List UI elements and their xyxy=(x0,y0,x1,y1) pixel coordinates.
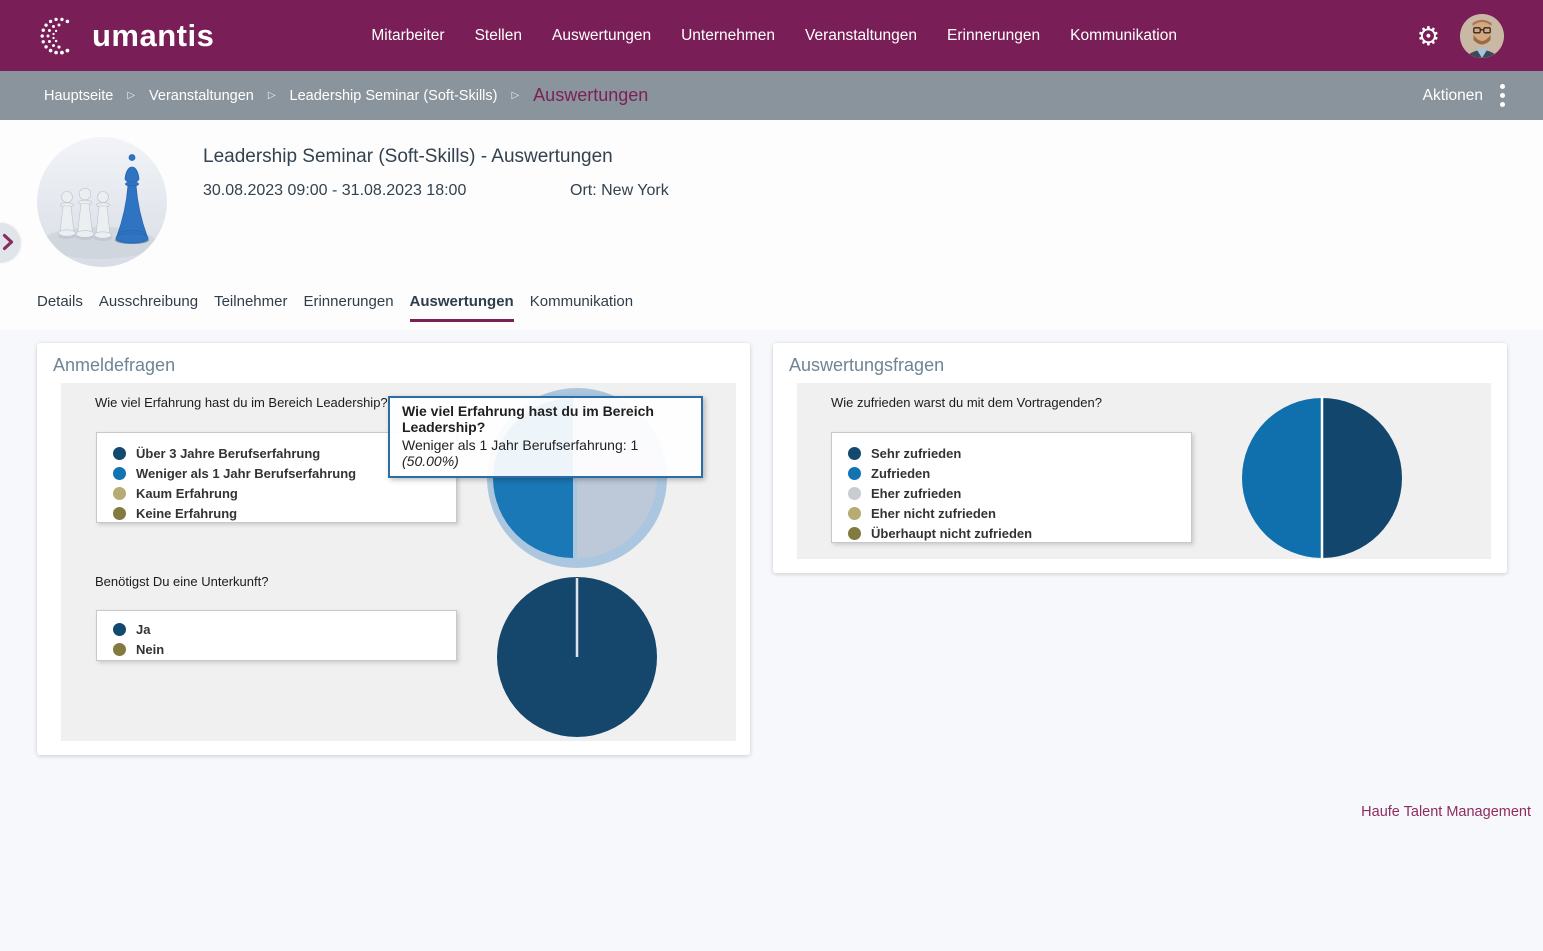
main-content: Anmeldefragen Wie viel Erfahrung hast du… xyxy=(0,330,1543,951)
sidebar-expand-toggle[interactable] xyxy=(0,223,20,261)
breadcrumb-veranstaltungen[interactable]: Veranstaltungen xyxy=(149,88,254,104)
legend-label: Ja xyxy=(136,622,150,637)
legend-dot-khaki xyxy=(113,487,126,500)
tooltip-value: Weniger als 1 Jahr Berufserfahrung: 1 (5… xyxy=(402,437,689,469)
legend-label: Eher nicht zufrieden xyxy=(871,506,996,521)
event-location: Ort: New York xyxy=(570,182,669,200)
breadcrumb-separator-icon: ▷ xyxy=(511,90,519,101)
legend-label: Überhaupt nicht zufrieden xyxy=(871,526,1032,541)
umantis-logo-icon xyxy=(38,15,80,57)
card-anmeldefragen-title: Anmeldefragen xyxy=(37,343,750,376)
legend-label: Über 3 Jahre Berufserfahrung xyxy=(136,446,320,461)
pie-zufriedenheit[interactable] xyxy=(1222,383,1422,559)
legend-dot-khaki xyxy=(848,507,861,520)
tab-erinnerungen[interactable]: Erinnerungen xyxy=(303,287,393,322)
legend-label: Zufrieden xyxy=(871,466,930,481)
legend-label: Weniger als 1 Jahr Berufserfahrung xyxy=(136,466,356,481)
legend-item: Keine Erfahrung xyxy=(113,503,456,523)
screen: umantis Mitarbeiter Stellen Auswertungen… xyxy=(0,0,1543,951)
breadcrumb-hauptseite[interactable]: Hauptseite xyxy=(44,88,113,104)
legend-dot-olive xyxy=(848,527,861,540)
question-zufriedenheit: Wie zufrieden warst du mit dem Vortragen… xyxy=(831,395,1102,410)
breadcrumb-bar: Hauptseite ▷ Veranstaltungen ▷ Leadershi… xyxy=(0,71,1543,120)
pie-slice-zufrieden[interactable] xyxy=(1242,398,1322,558)
tab-details[interactable]: Details xyxy=(37,287,83,322)
haufe-talent-management-link[interactable]: Haufe Talent Management xyxy=(1361,804,1531,820)
tab-ausschreibung[interactable]: Ausschreibung xyxy=(99,287,198,322)
nav-item-veranstaltungen[interactable]: Veranstaltungen xyxy=(805,27,917,45)
legend-label: Keine Erfahrung xyxy=(136,506,237,521)
nav-item-mitarbeiter[interactable]: Mitarbeiter xyxy=(371,27,444,45)
card-auswertungsfragen-title: Auswertungsfragen xyxy=(773,343,1507,376)
breadcrumb-separator-icon: ▷ xyxy=(127,90,135,101)
legend-item: Überhaupt nicht zufrieden xyxy=(848,523,1191,543)
legend-unterkunft: Ja Nein xyxy=(96,610,457,661)
legend-dot-navy xyxy=(848,447,861,460)
card-auswertungsfragen: Auswertungsfragen Wie zufrieden warst du… xyxy=(773,343,1507,573)
legend-zufriedenheit: Sehr zufrieden Zufrieden Eher zufrieden … xyxy=(831,432,1192,543)
question-leadership-experience: Wie viel Erfahrung hast du im Bereich Le… xyxy=(95,395,388,410)
page-title: Leadership Seminar (Soft-Skills) - Auswe… xyxy=(203,146,613,168)
tooltip-answer: Weniger als 1 Jahr Berufserfahrung: 1 xyxy=(402,437,638,453)
legend-label: Sehr zufrieden xyxy=(871,446,961,461)
legend-dot-navy xyxy=(113,623,126,636)
legend-item: Zufrieden xyxy=(848,463,1191,483)
user-avatar[interactable] xyxy=(1460,14,1504,58)
nav-item-auswertungen[interactable]: Auswertungen xyxy=(552,27,651,45)
tooltip-percent: (50.00%) xyxy=(402,453,459,469)
tab-auswertungen[interactable]: Auswertungen xyxy=(410,287,514,322)
actions-area: Aktionen xyxy=(1423,82,1507,109)
legend-item: Eher nicht zufrieden xyxy=(848,503,1191,523)
breadcrumb-current: Auswertungen xyxy=(533,85,648,106)
kebab-menu-icon[interactable] xyxy=(1498,82,1507,109)
breadcrumb-separator-icon: ▷ xyxy=(268,90,276,101)
event-datetime: 30.08.2023 09:00 - 31.08.2023 18:00 xyxy=(203,182,466,200)
legend-item: Kaum Erfahrung xyxy=(113,483,456,503)
nav-item-stellen[interactable]: Stellen xyxy=(475,27,522,45)
legend-label: Eher zufrieden xyxy=(871,486,961,501)
legend-item: Nein xyxy=(113,639,456,659)
nav-item-kommunikation[interactable]: Kommunikation xyxy=(1070,27,1177,45)
card-anmeldefragen: Anmeldefragen Wie viel Erfahrung hast du… xyxy=(37,343,750,755)
legend-label: Kaum Erfahrung xyxy=(136,486,238,501)
legend-dot-blue xyxy=(848,467,861,480)
tooltip-title: Wie viel Erfahrung hast du im Bereich Le… xyxy=(402,403,689,435)
main-nav: Mitarbeiter Stellen Auswertungen Unterne… xyxy=(371,27,1177,45)
pie-unterkunft[interactable] xyxy=(477,557,677,757)
event-image xyxy=(37,137,167,267)
event-header: Leadership Seminar (Soft-Skills) - Auswe… xyxy=(0,120,1543,287)
auswertungsfragen-panel: Wie zufrieden warst du mit dem Vortragen… xyxy=(797,383,1491,559)
legend-dot-olive xyxy=(113,643,126,656)
breadcrumb-seminar[interactable]: Leadership Seminar (Soft-Skills) xyxy=(290,88,498,104)
settings-gear-icon[interactable]: ⚙ xyxy=(1417,23,1440,49)
pie-slice-sehr-zufrieden[interactable] xyxy=(1322,398,1402,558)
legend-dot-lightgray xyxy=(848,487,861,500)
legend-dot-blue xyxy=(113,467,126,480)
topbar-right: ⚙ xyxy=(1417,14,1504,58)
nav-item-unternehmen[interactable]: Unternehmen xyxy=(681,27,775,45)
question-unterkunft: Benötigst Du eine Unterkunft? xyxy=(95,574,268,589)
nav-item-erinnerungen[interactable]: Erinnerungen xyxy=(947,27,1040,45)
brand-name: umantis xyxy=(92,18,214,54)
legend-item: Sehr zufrieden xyxy=(848,443,1191,463)
aktionen-button[interactable]: Aktionen xyxy=(1423,87,1483,105)
detail-tabs: Details Ausschreibung Teilnehmer Erinner… xyxy=(0,287,1543,330)
tab-teilnehmer[interactable]: Teilnehmer xyxy=(214,287,287,322)
top-navigation-bar: umantis Mitarbeiter Stellen Auswertungen… xyxy=(0,0,1543,71)
legend-dot-olive xyxy=(113,507,126,520)
avatar-photo xyxy=(1460,14,1504,58)
legend-label: Nein xyxy=(136,642,164,657)
legend-dot-navy xyxy=(113,447,126,460)
chess-image xyxy=(37,137,167,267)
legend-item: Ja xyxy=(113,619,456,639)
tab-kommunikation[interactable]: Kommunikation xyxy=(530,287,633,322)
chevron-right-icon xyxy=(2,233,14,251)
chart-tooltip: Wie viel Erfahrung hast du im Bereich Le… xyxy=(388,396,703,478)
umantis-logo[interactable]: umantis xyxy=(38,15,214,57)
legend-item: Eher zufrieden xyxy=(848,483,1191,503)
